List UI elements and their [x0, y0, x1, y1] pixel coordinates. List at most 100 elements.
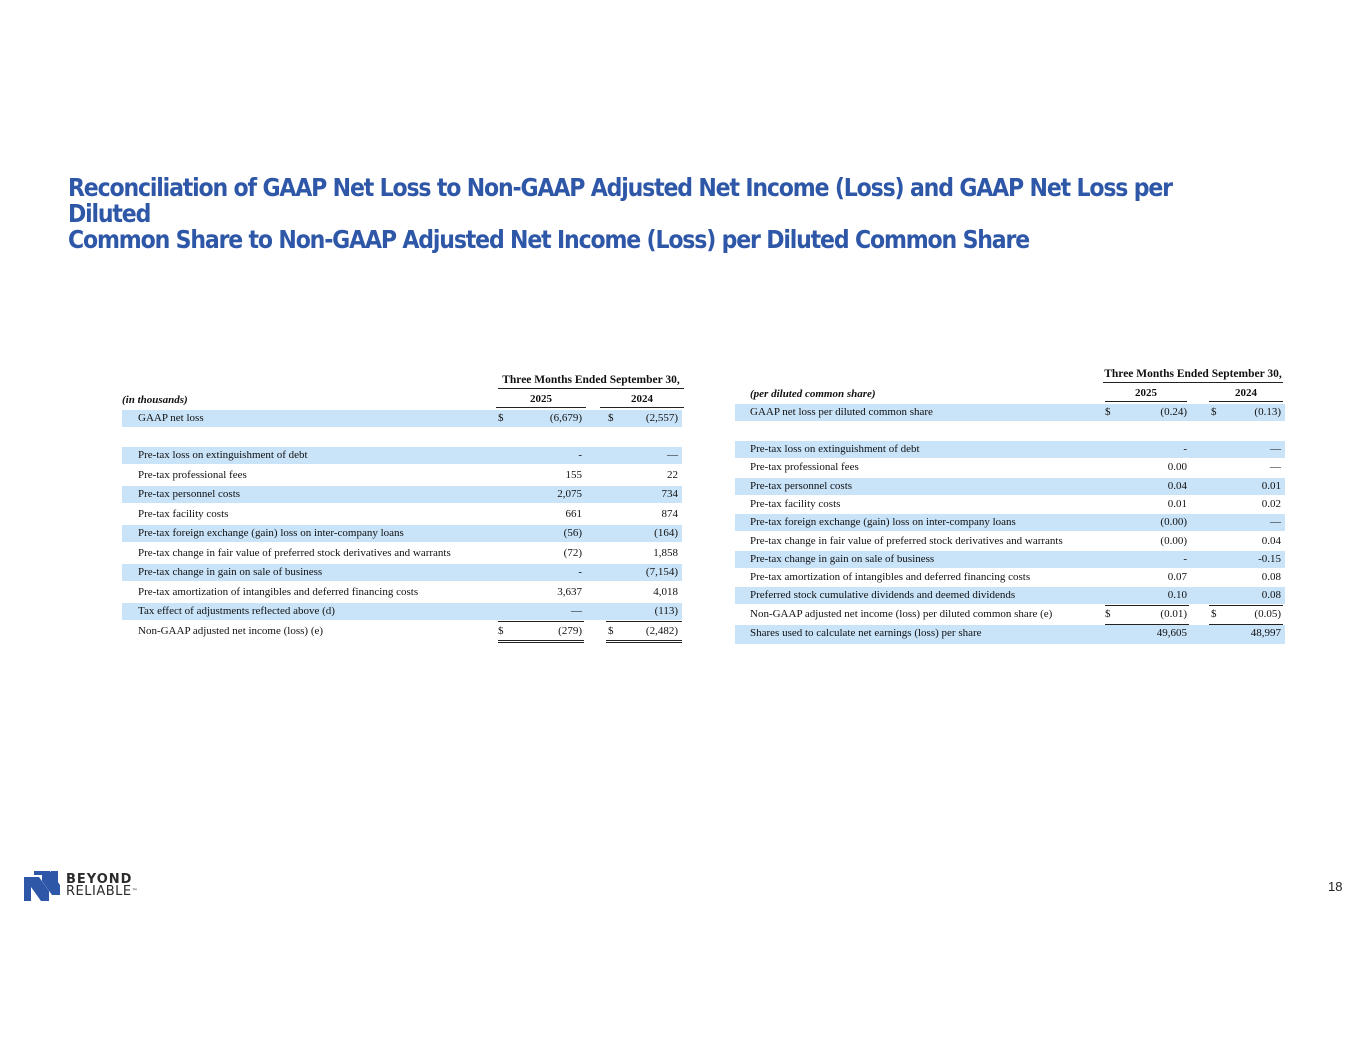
value-2025: 0.10 [1167, 589, 1187, 602]
year-2025-header: 2025 [496, 392, 586, 408]
table-row: Non-GAAP adjusted net income (loss) (e) … [122, 623, 682, 640]
table-row: Pre-tax change in gain on sale of busine… [735, 550, 1285, 568]
subtotal-rule-2024 [606, 621, 682, 622]
value-2024: 48,997 [1250, 627, 1281, 639]
table-row: GAAP net loss per diluted common share $… [735, 404, 1285, 421]
value-2024: (113) [654, 605, 678, 617]
slide-title-line-2: Common Share to Non-GAAP Adjusted Net In… [68, 225, 1030, 254]
row-label: Pre-tax personnel costs [138, 488, 241, 500]
currency-symbol: $ [1105, 406, 1111, 418]
table-row: Pre-tax amortization of intangibles and … [122, 584, 682, 601]
row-rule-2025 [1105, 624, 1189, 625]
value-2024: (2,482) [645, 625, 678, 637]
value-2025: 155 [565, 468, 583, 481]
company-logo: BEYOND RELIABLE™ [24, 871, 174, 901]
row-label: Pre-tax amortization of intangibles and … [750, 571, 1031, 584]
row-rule-2024 [1209, 624, 1283, 625]
currency-symbol: $ [498, 625, 504, 637]
per-share-reconciliation-table: Three Months Ended September 30, (per di… [735, 366, 1285, 651]
year-2024-header: 2024 [600, 392, 684, 408]
currency-symbol: $ [498, 412, 504, 424]
table-row: Pre-tax personnel costs 0.04 0.01 [735, 477, 1285, 495]
total-double-rule-2024 [606, 640, 682, 643]
table-row: Pre-tax amortization of intangibles and … [735, 569, 1285, 586]
table-row: Pre-tax professional fees 155 22 [122, 467, 682, 484]
value-2025: 3,637 [557, 585, 582, 598]
currency-symbol: $ [1105, 608, 1111, 620]
table-row: Pre-tax facility costs 0.01 0.02 [735, 496, 1285, 513]
value-2024: (2,557) [645, 412, 678, 424]
table-row: Pre-tax loss on extinguishment of debt -… [122, 447, 682, 464]
value-2024: — [667, 449, 678, 461]
currency-symbol: $ [608, 412, 614, 424]
value-2025: 2,075 [557, 488, 582, 500]
table-row: Pre-tax change in fair value of preferre… [735, 533, 1285, 550]
units-label: (in thousands) [122, 394, 188, 406]
value-2025: (72) [563, 546, 582, 559]
total-double-rule-2025 [498, 640, 584, 643]
table-row: Pre-tax professional fees 0.00 — [735, 459, 1285, 476]
value-2024: 0.08 [1261, 589, 1281, 602]
value-2025: - [578, 566, 582, 578]
subtotal-rule-2025 [1105, 605, 1189, 606]
value-2025: 0.01 [1167, 497, 1187, 510]
value-2024: 22 [667, 468, 678, 481]
value-2025: (0.24) [1160, 406, 1187, 418]
logo-word-beyond: BEYOND [66, 872, 133, 887]
value-2025: (0.00) [1160, 516, 1187, 529]
logo-word-reliable: RELIABLE™ [66, 885, 138, 899]
table-row: Shares used to calculate net earnings (l… [735, 625, 1285, 644]
value-2025: 0.00 [1167, 461, 1187, 474]
value-2025: - [578, 449, 582, 461]
logo-mark-icon [24, 871, 60, 901]
value-2025: 0.04 [1167, 479, 1187, 492]
year-2024-header: 2024 [1209, 386, 1283, 402]
currency-symbol: $ [1211, 406, 1217, 418]
table-row: Pre-tax facility costs 661 874 [122, 506, 682, 523]
logo-trademark: ™ [131, 888, 139, 895]
table-row: Preferred stock cumulative dividends and… [735, 587, 1285, 605]
logo-word-reliable-text: RELIABLE [66, 884, 132, 899]
value-2024: (0.05) [1254, 608, 1281, 620]
table-row: Pre-tax loss on extinguishment of debt -… [735, 441, 1285, 458]
value-2024: 1,858 [653, 546, 678, 559]
value-2024: 0.04 [1261, 534, 1281, 547]
value-2024: (7,154) [645, 566, 678, 578]
row-label: Pre-tax professional fees [750, 461, 859, 474]
value-2025: 49,605 [1156, 627, 1187, 639]
table-row: GAAP net loss $ (6,679) $ (2,557) [122, 410, 682, 427]
row-label: Pre-tax professional fees [138, 468, 247, 481]
currency-symbol: $ [608, 625, 614, 637]
row-label: Pre-tax loss on extinguishment of debt [750, 443, 920, 455]
row-label: Pre-tax facility costs [750, 497, 841, 510]
value-2024: (164) [654, 527, 678, 539]
row-label: Non-GAAP adjusted net income (loss) per … [750, 608, 1053, 620]
row-label: Preferred stock cumulative dividends and… [750, 589, 1016, 602]
row-label: GAAP net loss [138, 412, 204, 424]
value-2024: 734 [661, 488, 679, 500]
row-label: Non-GAAP adjusted net income (loss) (e) [138, 625, 324, 637]
table-row: Pre-tax change in fair value of preferre… [122, 545, 682, 562]
value-2024: 0.02 [1261, 497, 1281, 510]
row-label: Tax effect of adjustments reflected abov… [138, 605, 335, 617]
row-label: Pre-tax loss on extinguishment of debt [138, 449, 308, 461]
row-label: Pre-tax foreign exchange (gain) loss on … [750, 516, 1016, 529]
slide-title: Reconciliation of GAAP Net Loss to Non-G… [68, 175, 1175, 253]
subtotal-rule-2024 [1209, 605, 1283, 606]
row-label: Shares used to calculate net earnings (l… [750, 627, 982, 639]
value-2025: 0.07 [1167, 571, 1187, 584]
value-2025: (279) [558, 625, 582, 637]
value-2024: 874 [661, 507, 679, 520]
value-2025: (0.01) [1160, 608, 1187, 620]
value-2024: (0.13) [1254, 406, 1281, 418]
row-label: Pre-tax foreign exchange (gain) loss on … [138, 527, 404, 539]
table-row: Pre-tax change in gain on sale of busine… [122, 564, 682, 581]
value-2024: — [1270, 443, 1281, 455]
page-number: 18 [1328, 879, 1343, 894]
period-header: Three Months Ended September 30, [498, 372, 684, 389]
row-label: Pre-tax change in fair value of preferre… [138, 546, 451, 559]
value-2025: - [1183, 443, 1187, 455]
subtotal-rule-2025 [498, 621, 584, 622]
value-2024: -0.15 [1258, 552, 1281, 565]
value-2025: — [571, 605, 582, 617]
